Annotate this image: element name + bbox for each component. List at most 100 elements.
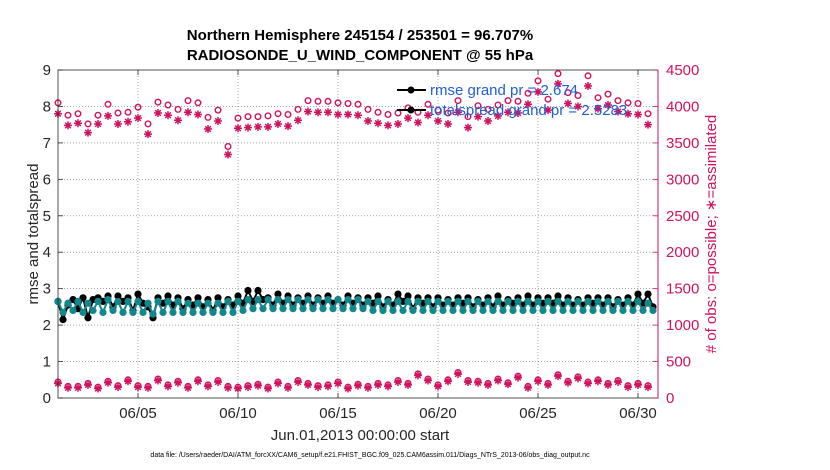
totalspread-point bbox=[219, 308, 227, 316]
rmse-point bbox=[234, 292, 242, 300]
totalspread-point bbox=[629, 306, 637, 315]
assimilated-point bbox=[314, 108, 322, 117]
assimilated-point bbox=[274, 119, 282, 128]
assimilated-lower-point bbox=[454, 369, 462, 378]
assimilated-lower-point bbox=[94, 384, 102, 393]
totalspread-point bbox=[129, 308, 137, 316]
totalspread-point bbox=[454, 297, 462, 305]
assimilated-lower-point bbox=[394, 377, 402, 386]
assimilated-lower-point bbox=[194, 377, 202, 386]
assimilated-point bbox=[384, 121, 392, 130]
assimilated-point bbox=[224, 150, 232, 159]
totalspread-point bbox=[64, 299, 72, 307]
assimilated-point bbox=[94, 119, 102, 128]
totalspread-point bbox=[604, 297, 612, 305]
assimilated-lower-point bbox=[264, 384, 272, 393]
assimilated-point bbox=[154, 109, 162, 118]
totalspread-point bbox=[379, 306, 387, 315]
totalspread-point bbox=[424, 297, 432, 305]
totalspread-point bbox=[544, 297, 552, 305]
totalspread-point bbox=[114, 297, 122, 305]
totalspread-point bbox=[209, 308, 217, 316]
totalspread-point bbox=[164, 297, 172, 305]
possible-point bbox=[304, 97, 312, 105]
totalspread-point bbox=[279, 305, 287, 313]
y-tick-label-right: 1000 bbox=[666, 317, 699, 334]
x-tick-label: 06/20 bbox=[419, 405, 457, 422]
totalspread-point bbox=[364, 297, 372, 305]
possible-point bbox=[124, 108, 132, 116]
assimilated-point bbox=[544, 106, 552, 115]
totalspread-point bbox=[369, 306, 377, 315]
assimilated-point bbox=[244, 123, 252, 132]
totalspread-point bbox=[334, 296, 342, 304]
totalspread-point bbox=[239, 306, 247, 315]
y-axis-label-right: # of obs: o=possible; ∗=assimilated bbox=[703, 115, 720, 354]
totalspread-point bbox=[269, 305, 277, 313]
assimilated-lower-point bbox=[524, 383, 532, 392]
y-tick-label-right: 1500 bbox=[666, 281, 699, 298]
assimilated-lower-point bbox=[614, 377, 622, 386]
totalspread-point bbox=[294, 296, 302, 304]
totalspread-point bbox=[99, 308, 107, 316]
totalspread-point bbox=[134, 297, 142, 305]
assimilated-point bbox=[64, 121, 72, 130]
legend-rmse-marker bbox=[407, 86, 415, 94]
assimilated-point bbox=[394, 119, 402, 128]
possible-point bbox=[164, 101, 172, 109]
legend-totalspread-marker bbox=[407, 106, 415, 114]
totalspread-point bbox=[649, 306, 657, 315]
possible-point bbox=[174, 105, 182, 113]
totalspread-point bbox=[449, 306, 457, 315]
possible-point bbox=[604, 90, 612, 98]
totalspread-point bbox=[254, 296, 262, 304]
assimilated-point bbox=[144, 130, 152, 139]
assimilated-point bbox=[374, 119, 382, 128]
x-tick-label: 06/15 bbox=[319, 405, 357, 422]
possible-point bbox=[644, 110, 652, 118]
assimilated-lower-point bbox=[414, 371, 422, 380]
totalspread-point bbox=[374, 297, 382, 305]
totalspread-point bbox=[59, 308, 67, 316]
assimilated-lower-point bbox=[224, 383, 232, 392]
rmse-point bbox=[134, 290, 142, 298]
assimilated-point bbox=[554, 79, 562, 88]
rmse-point bbox=[79, 294, 87, 302]
possible-point bbox=[94, 111, 102, 119]
y-tick-label-right: 500 bbox=[666, 354, 691, 371]
totalspread-point bbox=[419, 306, 427, 315]
totalspread-point bbox=[274, 296, 282, 304]
assimilated-lower-point bbox=[424, 376, 432, 385]
totalspread-point bbox=[389, 306, 397, 315]
assimilated-lower-point bbox=[494, 376, 502, 385]
possible-point bbox=[84, 120, 92, 128]
assimilated-point bbox=[194, 110, 202, 119]
assimilated-point bbox=[604, 100, 612, 109]
rmse-point bbox=[254, 286, 262, 295]
assimilated-point bbox=[254, 122, 262, 131]
totalspread-point bbox=[429, 306, 437, 315]
possible-point bbox=[354, 100, 362, 108]
totalspread-point bbox=[74, 297, 82, 305]
assimilated-lower-point bbox=[214, 377, 222, 386]
possible-point bbox=[424, 100, 432, 108]
totalspread-point bbox=[459, 306, 467, 315]
totalspread-point bbox=[104, 296, 112, 304]
possible-point bbox=[544, 95, 552, 103]
assimilated-point bbox=[354, 111, 362, 120]
possible-point bbox=[474, 102, 482, 110]
possible-point bbox=[554, 70, 562, 78]
assimilated-lower-point bbox=[164, 382, 172, 391]
rmse-point bbox=[84, 314, 92, 322]
totalspread-point bbox=[639, 306, 647, 315]
assimilated-lower-point bbox=[294, 377, 302, 386]
possible-point bbox=[624, 99, 632, 107]
assimilated-lower-point bbox=[534, 377, 542, 386]
totalspread-point bbox=[564, 297, 572, 305]
assimilated-point bbox=[424, 111, 432, 120]
totalspread-point bbox=[359, 305, 367, 313]
y-tick-label-left: 8 bbox=[43, 98, 51, 115]
totalspread-point bbox=[509, 306, 517, 315]
possible-point bbox=[154, 98, 162, 106]
